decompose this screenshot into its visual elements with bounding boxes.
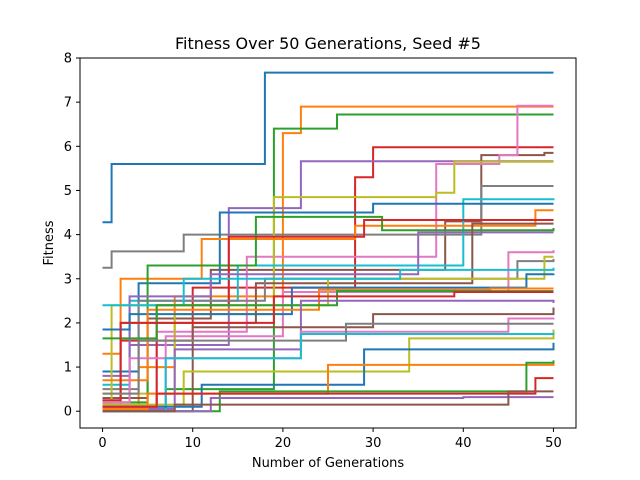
y-tick-label: 4 xyxy=(64,228,72,243)
series-line-14 xyxy=(102,219,554,410)
x-tick-label: 40 xyxy=(455,436,472,451)
y-tick-label: 6 xyxy=(64,140,72,155)
series-line-22 xyxy=(102,287,554,382)
y-axis: 0 1 2 3 4 5 6 7 8 xyxy=(64,52,80,420)
series-line-28 xyxy=(102,322,554,395)
series-line-8 xyxy=(102,185,554,269)
y-tick-label: 1 xyxy=(64,361,72,376)
y-tick-label: 7 xyxy=(64,96,72,111)
series-line-35 xyxy=(102,396,554,413)
series-layer xyxy=(102,71,555,413)
x-tick-label: 50 xyxy=(545,436,562,451)
series-line-31 xyxy=(102,342,555,408)
y-axis-label: Fitness xyxy=(42,220,57,265)
x-axis-label: Number of Generations xyxy=(252,456,405,471)
series-line-21 xyxy=(102,273,555,331)
x-tick-label: 20 xyxy=(275,436,292,451)
series-line-23 xyxy=(102,290,554,340)
chart-title: Fitness Over 50 Generations, Seed #5 xyxy=(175,34,481,53)
series-line-36 xyxy=(102,390,554,413)
y-tick-label: 0 xyxy=(64,405,72,420)
x-tick-label: 30 xyxy=(365,436,382,451)
y-tick-label: 8 xyxy=(64,52,72,67)
series-line-19 xyxy=(102,255,554,406)
series-line-1 xyxy=(102,71,554,224)
y-tick-label: 3 xyxy=(64,272,72,287)
series-line-24 xyxy=(102,291,554,402)
series-line-27 xyxy=(102,317,555,404)
x-tick-label: 10 xyxy=(184,436,201,451)
x-tick-label: 0 xyxy=(98,436,106,451)
x-axis: 0 10 20 30 40 50 xyxy=(98,428,562,451)
plot-frame xyxy=(79,57,577,429)
y-tick-label: 5 xyxy=(64,184,72,199)
y-tick-label: 2 xyxy=(64,316,72,331)
series-line-12 xyxy=(102,209,554,355)
series-line-34 xyxy=(102,377,554,408)
